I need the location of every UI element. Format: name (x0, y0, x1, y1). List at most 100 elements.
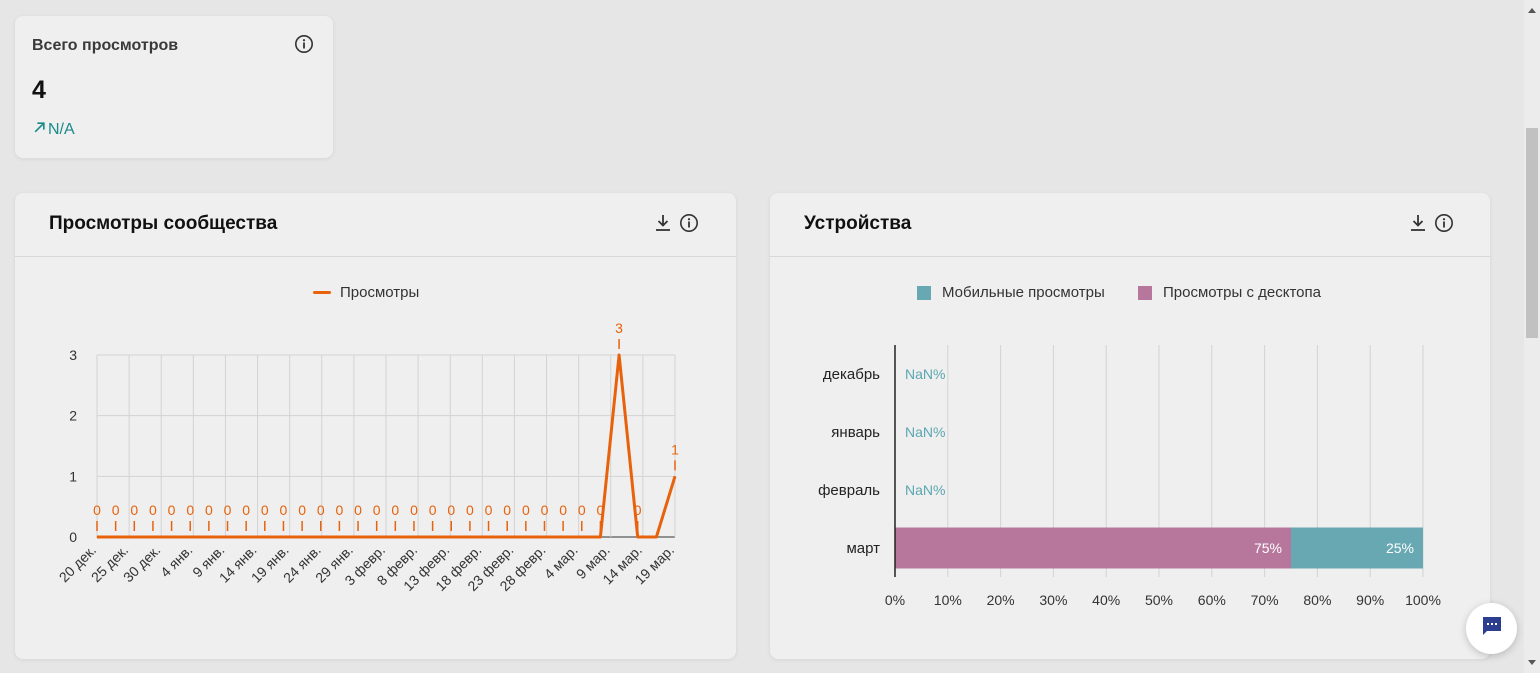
data-label: 1 (671, 441, 679, 457)
x-tick-label: 20% (987, 592, 1015, 608)
data-point (282, 536, 284, 538)
x-tick-label: 40% (1092, 592, 1120, 608)
data-point (543, 536, 545, 538)
legend-desktop-swatch (1138, 285, 1152, 300)
data-label: 0 (112, 502, 120, 518)
data-point (599, 536, 601, 538)
data-point (618, 354, 620, 356)
x-tick-label: 30% (1039, 592, 1067, 608)
x-tick-label: 4 мар. (541, 542, 581, 582)
legend-desktop-label: Просмотры с десктопа (1163, 284, 1321, 301)
data-point (581, 536, 583, 538)
data-label: 0 (410, 502, 418, 518)
data-label-mobile: 25% (1386, 540, 1414, 556)
data-label: 0 (317, 502, 325, 518)
data-label: 0 (559, 502, 567, 518)
category-label: март (846, 540, 880, 557)
data-label: 0 (93, 502, 101, 518)
legend-line-swatch (313, 291, 331, 294)
data-label: 3 (615, 320, 623, 336)
category-label: январь (831, 424, 880, 441)
data-label: 0 (186, 502, 194, 518)
data-label-nan: NaN% (905, 482, 945, 498)
x-tick-label: 4 янв. (157, 542, 195, 580)
data-label-nan: NaN% (905, 366, 945, 382)
total-views-title: Всего просмотров (32, 37, 179, 54)
data-point (338, 536, 340, 538)
data-label: 0 (224, 502, 232, 518)
devices-card: Устройства Мобильные просмотры Просмотры… (770, 193, 1490, 659)
data-point (115, 536, 117, 538)
data-label-nan: NaN% (905, 424, 945, 440)
data-point (562, 536, 564, 538)
data-point (133, 536, 135, 538)
data-point (525, 536, 527, 538)
series-line-views (97, 353, 677, 539)
data-point (320, 536, 322, 538)
views-legend[interactable]: Просмотры (313, 284, 419, 301)
bar-mobile (1291, 527, 1423, 569)
data-point (376, 536, 378, 538)
data-label: 0 (205, 502, 213, 518)
data-point (301, 536, 303, 538)
card-header: Устройства (770, 193, 1490, 257)
data-label: 0 (242, 502, 250, 518)
y-tick-label: 1 (69, 468, 77, 484)
data-label: 0 (485, 502, 493, 518)
data-point (506, 536, 508, 538)
scroll-down-arrow-icon[interactable] (1528, 660, 1536, 665)
data-label: 0 (466, 502, 474, 518)
x-tick-label: 90% (1356, 592, 1384, 608)
legend-item-desktop[interactable]: Просмотры с десктопа (1138, 284, 1321, 301)
legend-mobile-label: Мобильные просмотры (942, 284, 1105, 301)
x-tick-label: 80% (1303, 592, 1331, 608)
data-point (96, 536, 98, 538)
info-icon[interactable] (1434, 213, 1454, 233)
data-label: 0 (429, 502, 437, 518)
data-label: 0 (373, 502, 381, 518)
data-point (469, 536, 471, 538)
total-views-value: 4 (32, 76, 46, 104)
data-point (637, 536, 639, 538)
data-label: 0 (130, 502, 138, 518)
y-tick-label: 3 (69, 347, 77, 363)
data-point (488, 536, 490, 538)
data-point (674, 475, 676, 477)
x-tick-label: 70% (1251, 592, 1279, 608)
data-point (189, 536, 191, 538)
x-tick-label: 100% (1405, 592, 1441, 608)
data-label: 0 (634, 502, 642, 518)
data-point (450, 536, 452, 538)
data-label: 0 (298, 502, 306, 518)
data-point (432, 536, 434, 538)
x-tick-label: 60% (1198, 592, 1226, 608)
data-label: 0 (503, 502, 511, 518)
devices-bar-chart: 0% 10% 20% 30% 40% 50% 60% 70% 80% 90% 100% декабрь… (818, 345, 1441, 608)
total-views-card: Всего просмотров 4 N/A (15, 16, 333, 158)
data-label-desktop: 75% (1254, 540, 1282, 556)
data-label: 0 (149, 502, 157, 518)
download-icon[interactable] (1408, 213, 1428, 233)
download-icon[interactable] (653, 213, 673, 233)
legend-mobile-swatch (917, 285, 931, 300)
data-point (655, 536, 657, 538)
scroll-up-arrow-icon[interactable] (1528, 8, 1536, 13)
legend-item-mobile[interactable]: Мобильные просмотры (917, 284, 1105, 301)
y-tick-label: 2 (69, 408, 77, 424)
category-label: декабрь (823, 366, 880, 383)
info-icon[interactable] (679, 213, 699, 233)
chat-button[interactable] (1466, 603, 1517, 654)
data-label: 0 (354, 502, 362, 518)
x-tick-label: 10% (934, 592, 962, 608)
community-views-title: Просмотры сообщества (49, 213, 278, 234)
info-icon[interactable] (294, 34, 314, 54)
scrollbar-thumb[interactable] (1526, 128, 1538, 338)
data-point (152, 536, 154, 538)
data-label: 0 (541, 502, 549, 518)
data-label: 0 (261, 502, 269, 518)
devices-title: Устройства (804, 213, 912, 234)
trend-indicator: N/A (33, 121, 75, 139)
data-label: 0 (447, 502, 455, 518)
data-point (394, 536, 396, 538)
